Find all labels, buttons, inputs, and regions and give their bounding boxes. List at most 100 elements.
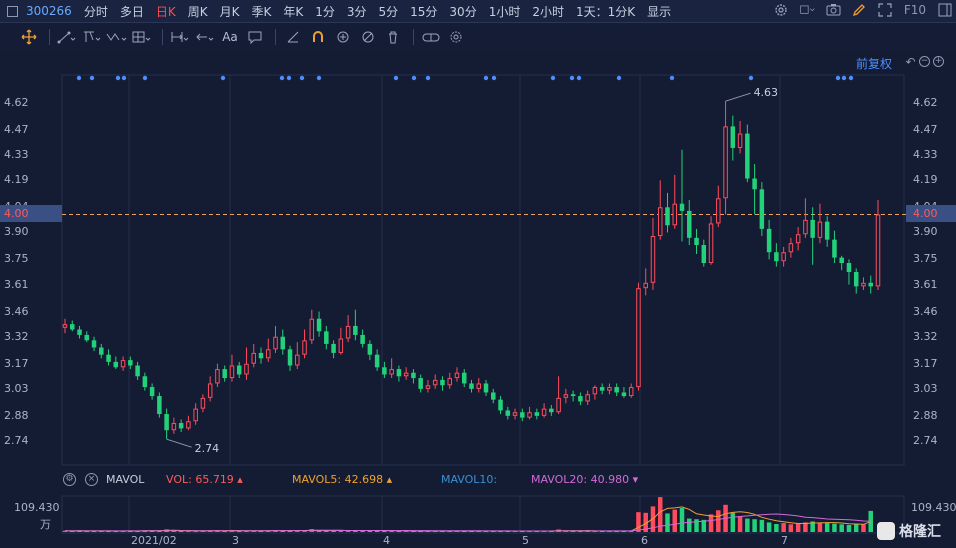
candle-body-up xyxy=(592,387,598,395)
window-toggle-icon[interactable] xyxy=(7,5,18,17)
candle-body-down xyxy=(599,387,605,391)
volume-bar xyxy=(461,531,467,533)
volume-bar xyxy=(592,531,598,533)
period-tab[interactable]: 30分 xyxy=(449,4,477,19)
period-tab[interactable]: 1分 xyxy=(315,4,335,19)
link-icon[interactable] xyxy=(420,26,442,48)
volume-bar xyxy=(694,519,699,532)
period-tab[interactable]: 5分 xyxy=(378,4,399,19)
checkbox-dropdown[interactable] xyxy=(800,2,815,17)
period-tab[interactable]: 季K xyxy=(251,4,272,19)
f10-button[interactable]: F10 xyxy=(903,2,926,17)
stock-code[interactable]: 300266 xyxy=(26,4,72,18)
event-dot xyxy=(316,75,322,81)
period-tab[interactable]: 周K xyxy=(187,4,208,19)
indicator-close-icon[interactable]: × xyxy=(85,472,98,486)
volume-bar xyxy=(324,530,329,532)
event-dot xyxy=(748,75,754,81)
volume-bar xyxy=(621,531,627,533)
candle-body-up xyxy=(607,387,612,391)
hide-drawings-icon[interactable] xyxy=(357,26,379,48)
volume-bar xyxy=(236,531,242,533)
text-tool[interactable]: Aa xyxy=(222,30,238,44)
candle-body-down xyxy=(694,237,699,246)
candle-body-down xyxy=(360,334,365,344)
price-tick-label: 3.03 xyxy=(913,381,938,395)
period-tab[interactable]: 年K xyxy=(283,4,304,19)
wave-tool-icon[interactable] xyxy=(106,26,128,48)
candle-body-down xyxy=(316,318,322,332)
volume-bar xyxy=(440,531,445,533)
volume-bar xyxy=(483,531,489,533)
move-cursor-icon[interactable] xyxy=(18,26,40,48)
undo-icon[interactable]: ↶ xyxy=(905,54,916,69)
price-tick-label: 4.33 xyxy=(913,148,938,162)
sync-icon[interactable] xyxy=(332,26,354,48)
adjust-mode-button[interactable]: 前复权 xyxy=(856,57,893,71)
fullscreen-icon[interactable] xyxy=(878,2,893,17)
candle-body-up xyxy=(817,221,823,238)
arrow-tool-icon[interactable] xyxy=(194,26,216,48)
volume-bar xyxy=(570,531,576,533)
drawing-toolbar: Aa xyxy=(0,23,956,51)
volume-bar xyxy=(628,531,634,533)
period-tab[interactable]: 1小时 xyxy=(488,4,521,19)
candle-body-up xyxy=(541,408,547,416)
candle-body-up xyxy=(244,363,249,375)
kline-chart[interactable]: 4.63 2.74 xyxy=(0,52,956,548)
volume-bar xyxy=(360,530,365,532)
candle-body-up xyxy=(672,203,678,226)
candle-body-down xyxy=(832,239,837,258)
candle-body-up xyxy=(389,369,394,375)
volume-bar xyxy=(229,530,235,532)
volume-bar xyxy=(491,531,496,533)
candle-body-up xyxy=(803,219,808,235)
event-dot xyxy=(669,75,675,81)
volume-bar xyxy=(91,531,97,533)
grid-tool-icon[interactable] xyxy=(131,26,153,48)
low-pointer xyxy=(166,438,192,448)
line-tool-icon[interactable] xyxy=(56,26,78,48)
volume-bar xyxy=(469,531,474,533)
candle-body-down xyxy=(396,369,402,377)
candle-body-down xyxy=(91,340,97,348)
trash-icon[interactable] xyxy=(382,26,404,48)
zoom-out-icon[interactable]: − xyxy=(919,56,930,67)
period-tab[interactable]: 多日 xyxy=(119,4,144,19)
period-tab[interactable]: 显示 xyxy=(647,4,672,19)
period-tab[interactable]: 月K xyxy=(219,4,240,19)
ruler-icon[interactable] xyxy=(282,26,304,48)
period-tab[interactable]: 15分 xyxy=(410,4,438,19)
candle-body-up xyxy=(563,394,569,398)
candle-body-down xyxy=(440,379,445,386)
candle-body-down xyxy=(853,272,859,287)
zoom-in-icon[interactable]: + xyxy=(933,56,944,67)
draw-settings-icon[interactable] xyxy=(445,26,467,48)
price-tick-label: 4.33 xyxy=(4,148,29,162)
period-tab[interactable]: 分时 xyxy=(83,4,108,19)
event-dot xyxy=(286,75,292,81)
period-tab[interactable]: 2小时 xyxy=(532,4,564,19)
candle-body-up xyxy=(338,338,344,353)
magnet-icon[interactable] xyxy=(307,26,329,48)
range-tool-icon[interactable] xyxy=(169,26,191,48)
panel-icon[interactable] xyxy=(937,2,952,17)
pen-icon[interactable] xyxy=(852,2,867,17)
camera-icon[interactable] xyxy=(826,2,841,17)
price-tick-label: 2.74 xyxy=(913,434,938,447)
indicator-name[interactable]: MAVOL xyxy=(106,472,145,486)
period-tab[interactable]: 日K xyxy=(155,4,176,19)
period-tab[interactable]: 3分 xyxy=(346,4,367,19)
indicator-settings-icon[interactable]: ⚙ xyxy=(63,472,76,486)
channel-tool-icon[interactable] xyxy=(81,26,103,48)
volume-bar xyxy=(578,531,583,533)
comment-icon[interactable] xyxy=(244,26,266,48)
settings-icon[interactable] xyxy=(774,2,789,17)
volume-bar xyxy=(846,524,852,532)
volume-bar xyxy=(476,531,482,533)
candle-body-down xyxy=(367,343,373,355)
candle-body-up xyxy=(657,207,663,237)
candle-body-up xyxy=(781,252,786,262)
period-tab[interactable]: 1天：1分K xyxy=(575,4,636,19)
volume-bar xyxy=(193,531,198,533)
